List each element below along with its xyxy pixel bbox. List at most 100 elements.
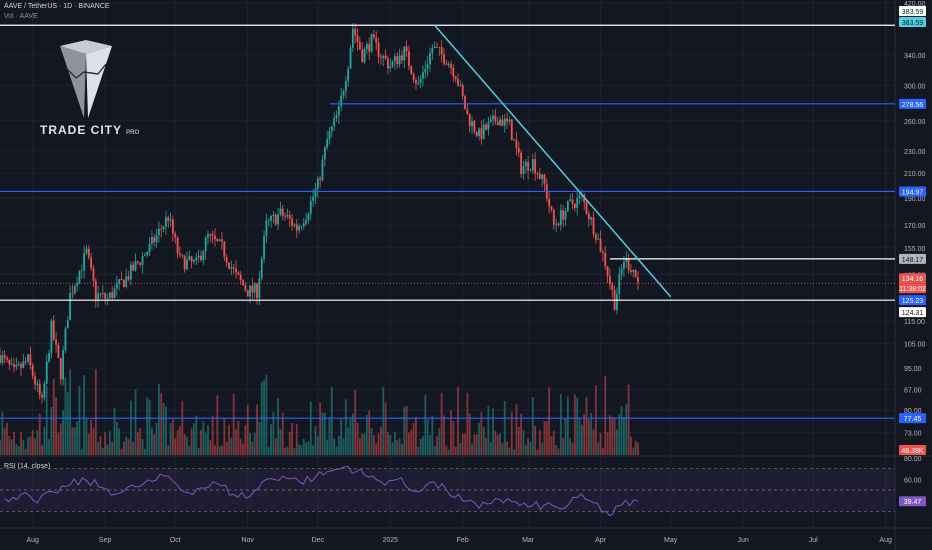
candle [281, 205, 284, 221]
candle-body [52, 320, 55, 340]
candle-body [197, 255, 200, 258]
candle [623, 255, 625, 277]
candle [305, 212, 308, 226]
volume-bar [10, 439, 13, 455]
candle-body [193, 260, 195, 262]
volume-bar [258, 421, 261, 455]
candle [391, 60, 394, 68]
candle [291, 213, 294, 231]
candle-body [309, 200, 312, 214]
candle-body [508, 119, 511, 122]
candle [401, 50, 403, 64]
volume-bar [167, 445, 170, 455]
candle [569, 194, 572, 202]
candle-body [459, 85, 462, 86]
candle [487, 116, 490, 136]
candle [443, 47, 445, 67]
candle-body [27, 354, 29, 362]
candle-body [216, 239, 219, 241]
volume-bar [611, 416, 614, 455]
candle [632, 269, 635, 278]
candle [408, 45, 410, 71]
candle [422, 64, 424, 87]
volume-bar [228, 424, 230, 455]
volume-bar [361, 433, 364, 455]
candle-body [517, 147, 520, 153]
volume-bar [300, 445, 303, 455]
candle [186, 251, 188, 271]
candle [562, 204, 565, 228]
level-tag-box [899, 413, 926, 424]
candle-body [10, 364, 13, 365]
candle-body [281, 208, 284, 216]
candle-body [302, 223, 305, 227]
candle [50, 318, 53, 359]
candle [424, 60, 427, 79]
last-price-tag-text: 134.16 [902, 276, 924, 283]
volume-bar [620, 406, 623, 455]
rsi-pane[interactable]: 80.00 60.00 39.47 [0, 456, 926, 517]
volume-bar [330, 386, 333, 455]
candle [48, 349, 50, 363]
candle-body [160, 228, 163, 230]
candle-body [6, 357, 8, 360]
candle [31, 362, 34, 380]
candle [293, 223, 296, 228]
candlesticks[interactable] [0, 23, 639, 404]
candle-body [396, 56, 399, 65]
volume-bar [412, 423, 415, 455]
candle [478, 127, 480, 141]
candle-body [461, 85, 464, 97]
volume-bar [6, 423, 8, 455]
candle [174, 231, 177, 244]
candle [73, 284, 76, 296]
volume-bar [515, 404, 518, 455]
candle-body [132, 264, 135, 271]
volume-bar [41, 444, 43, 455]
volume-bar [415, 416, 417, 455]
time-axis[interactable]: Aug Sep Oct Nov Dec 2025 Feb Mar Apr May Jun Jul Aug [26, 537, 891, 544]
volume-bar [531, 397, 534, 455]
volume-bar [365, 415, 368, 455]
time-tick-label: Mar [522, 537, 535, 544]
candle [29, 346, 32, 370]
candle [501, 115, 504, 127]
candle [181, 254, 184, 259]
volume-bar [160, 393, 163, 455]
candle-body [90, 257, 93, 269]
candle [188, 250, 191, 261]
candle-body [164, 217, 167, 227]
candle [239, 271, 242, 285]
trendline-segment [434, 24, 672, 298]
candle [232, 263, 235, 274]
candle-body [326, 139, 329, 148]
candle [101, 285, 104, 299]
candle [127, 270, 130, 282]
candle-body [379, 57, 382, 59]
candle-body [587, 213, 590, 220]
volume-bar [214, 445, 216, 455]
volume-bar [457, 387, 459, 455]
candle-body [548, 198, 551, 207]
logo-wordmark: TRADE CITY PRO [40, 123, 139, 137]
candle [585, 199, 588, 215]
volume-bar [307, 441, 310, 455]
candle [24, 356, 27, 366]
volume-bar [386, 432, 389, 455]
candle-body [443, 54, 445, 64]
trendline[interactable] [434, 24, 672, 298]
volume-bar [337, 435, 340, 455]
volume-bar [541, 442, 544, 455]
volume-bar [87, 433, 90, 455]
volume-bar [524, 444, 527, 455]
volume-bar [200, 430, 202, 455]
symbol-title: AAVE / TetherUS · 1D · BINANCE [4, 3, 110, 10]
candle [200, 250, 202, 263]
volume-bar [424, 395, 427, 455]
candle-body [263, 236, 265, 259]
horizontal-levels[interactable] [0, 24, 895, 419]
volume-bar [221, 445, 223, 455]
rsi-value-box [899, 496, 926, 507]
candle-body [265, 220, 268, 237]
